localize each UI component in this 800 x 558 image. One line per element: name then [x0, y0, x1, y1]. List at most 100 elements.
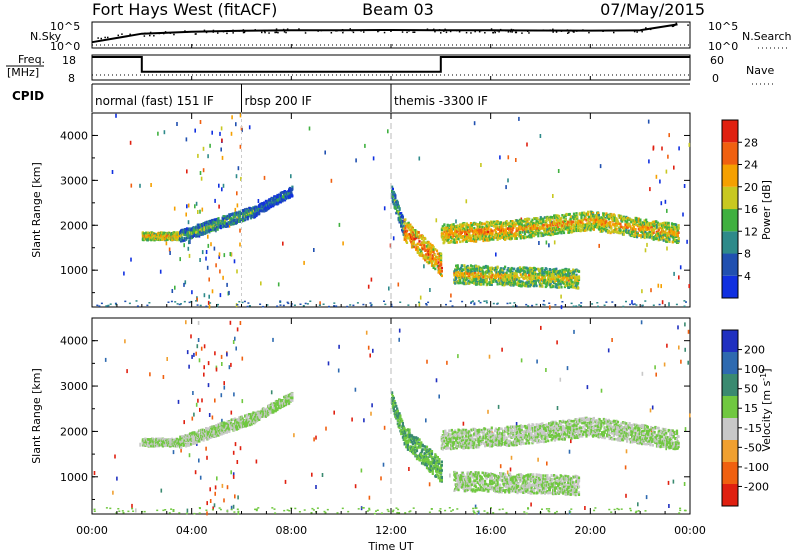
- cpid-segment-label: rbsp 200 IF: [245, 94, 312, 108]
- echo-cell: [569, 213, 571, 216]
- noise-cell: [221, 187, 223, 191]
- noise-cell: [220, 148, 222, 152]
- noise-cell: [652, 406, 654, 410]
- beam-title: Beam 03: [362, 0, 434, 19]
- nsky-point: [317, 30, 319, 32]
- noise-cell: [540, 134, 542, 138]
- nsky-point: [552, 31, 554, 33]
- ground-cell: [478, 300, 480, 302]
- nsky-point: [508, 31, 510, 32]
- nsky-point: [641, 31, 643, 33]
- date-title: 07/May/2015: [600, 0, 705, 19]
- nsky-point: [261, 32, 263, 34]
- noise-cell: [228, 291, 230, 295]
- noise-cell: [569, 450, 571, 454]
- nsky-point: [570, 30, 572, 32]
- echo-cell: [623, 233, 625, 236]
- noise-cell: [233, 505, 235, 509]
- nsky-point: [259, 30, 261, 32]
- noise-cell: [188, 240, 190, 244]
- noise-cell: [324, 151, 326, 155]
- echo-cell: [402, 216, 404, 219]
- nsky-point: [516, 32, 518, 34]
- ground-cell: [247, 302, 249, 304]
- freq-label-1: Freq.: [18, 53, 45, 66]
- noise-cell: [328, 361, 330, 365]
- noise-cell: [631, 300, 633, 304]
- nsky-point: [159, 33, 161, 35]
- noise-cell: [209, 305, 211, 309]
- echo-cell: [492, 233, 494, 236]
- ground-cell: [238, 301, 240, 303]
- noise-cell: [420, 296, 422, 300]
- echo-cell: [563, 232, 565, 235]
- noise-cell: [183, 283, 185, 287]
- echo-cell: [645, 219, 647, 222]
- nsky-point: [676, 23, 678, 25]
- noise-cell: [682, 213, 684, 217]
- ground-cell: [461, 301, 463, 303]
- ground-cell: [509, 302, 511, 304]
- ground-cell: [604, 305, 606, 307]
- noise-cell: [208, 295, 210, 299]
- noise-cell: [179, 257, 181, 261]
- echo-cell: [663, 239, 665, 242]
- noise-cell: [218, 184, 220, 188]
- ground-cell: [383, 301, 385, 303]
- noise-cell: [221, 139, 223, 143]
- noise-cell: [660, 284, 662, 288]
- ground-cell: [333, 305, 335, 307]
- nsky-point: [414, 32, 416, 34]
- noise-cell: [648, 120, 650, 124]
- echo-cell: [497, 283, 499, 286]
- noise-cell: [197, 210, 199, 214]
- nsky-point: [573, 31, 575, 33]
- nsky-point: [264, 32, 266, 34]
- echo-cell: [482, 271, 484, 274]
- nsky-point: [337, 30, 339, 32]
- noise-cell: [130, 258, 132, 262]
- echo-cell: [456, 241, 458, 244]
- nsky-point: [582, 30, 584, 32]
- noise-cell: [546, 241, 548, 245]
- echo-cell: [433, 251, 435, 254]
- echo-cell: [649, 228, 651, 231]
- echo-cell: [513, 268, 515, 271]
- noise-cell: [552, 194, 554, 198]
- echo-cell: [463, 264, 465, 267]
- noise-cell: [231, 115, 233, 119]
- ground-cell: [611, 301, 613, 303]
- nsky-point: [227, 30, 229, 32]
- nave-tick-high: 60: [710, 54, 724, 67]
- echo-cell: [493, 236, 495, 239]
- echo-cell: [447, 224, 449, 227]
- ground-cell: [205, 306, 207, 308]
- nsky-point: [118, 35, 120, 37]
- echo-cell: [524, 270, 526, 273]
- noise-cell: [549, 305, 551, 309]
- echo-cell: [578, 270, 580, 273]
- ground-cell: [580, 302, 582, 304]
- echo-cell: [488, 273, 490, 276]
- echo-cell: [653, 231, 655, 234]
- noise-cell: [313, 248, 315, 252]
- nsky-point: [121, 33, 123, 35]
- nsky-point: [377, 31, 379, 33]
- noise-cell: [665, 200, 667, 204]
- ground-cell: [683, 300, 685, 302]
- echo-cell: [450, 241, 452, 244]
- nsky-point: [494, 30, 496, 32]
- echo-cell: [526, 228, 528, 231]
- ground-cell: [136, 300, 138, 302]
- noise-cell: [186, 204, 188, 208]
- nsky-point: [479, 31, 481, 33]
- noise-cell: [208, 244, 210, 248]
- nsky-point: [213, 30, 215, 32]
- noise-cell: [419, 157, 421, 161]
- noise-cell: [368, 285, 370, 289]
- ground-cell: [137, 305, 139, 307]
- echo-cell: [593, 228, 595, 231]
- noise-cell: [393, 236, 395, 240]
